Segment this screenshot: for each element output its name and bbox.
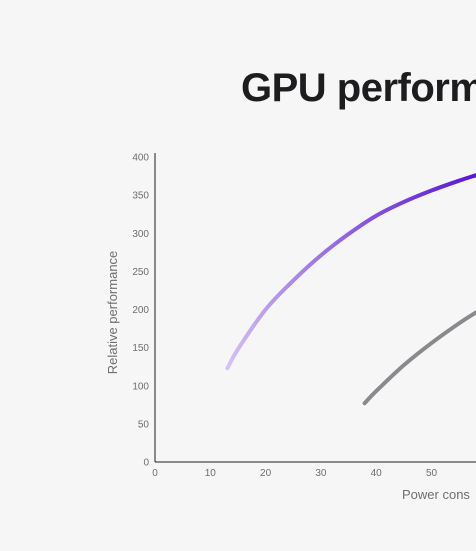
y-tick-label: 150 [132, 343, 149, 354]
y-tick-label: 250 [132, 267, 149, 278]
x-axis-label: Power cons [402, 487, 470, 502]
y-tick-label: 0 [143, 458, 149, 469]
y-tick-label: 400 [132, 153, 149, 164]
y-tick-label: 300 [132, 229, 149, 240]
axes-layer [154, 153, 476, 463]
x-tick-label: 30 [315, 468, 327, 479]
series-line-1 [225, 173, 476, 371]
y-tick-label: 200 [132, 305, 149, 316]
series-line-2 [362, 310, 476, 406]
x-tick-label: 50 [426, 468, 438, 479]
ticks-layer: 0 50 100 150 200 250 300 350 400 0 10 20 30 40 50 [132, 153, 437, 480]
y-tick-label: 50 [138, 419, 150, 430]
y-tick-label: 100 [132, 381, 149, 392]
chart-title: GPU performa [241, 66, 476, 110]
y-axis-label: Relative performance [105, 251, 120, 375]
x-tick-label: 20 [260, 468, 272, 479]
x-tick-label: 0 [152, 468, 158, 479]
x-tick-label: 10 [205, 468, 217, 479]
x-tick-label: 40 [371, 468, 383, 479]
y-tick-label: 350 [132, 191, 149, 202]
series-layer [225, 173, 476, 406]
